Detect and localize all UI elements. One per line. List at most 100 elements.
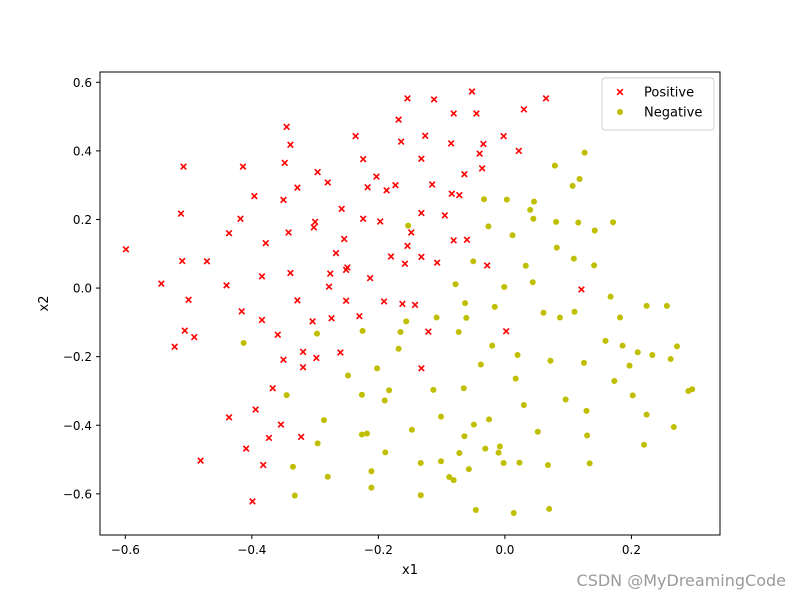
positive-point <box>280 196 287 204</box>
positive-point <box>239 163 247 171</box>
negative-point <box>575 219 582 226</box>
x-tick-label: −0.2 <box>364 543 393 557</box>
positive-point <box>418 364 425 372</box>
positive-point <box>418 253 425 261</box>
positive-point <box>185 296 192 304</box>
negative-point <box>629 392 636 399</box>
positive-point <box>344 264 351 271</box>
negative-point <box>452 281 459 288</box>
negative-point <box>626 362 633 369</box>
positive-point <box>158 280 165 287</box>
positive-point <box>500 132 507 140</box>
negative-point <box>527 206 534 213</box>
positive-point <box>447 139 455 147</box>
negative-point <box>438 413 444 420</box>
negative-point <box>556 314 563 321</box>
positive-point <box>387 253 395 260</box>
positive-point <box>313 354 320 362</box>
negative-point <box>240 339 247 346</box>
negative-point <box>430 386 437 393</box>
negative-point <box>450 477 457 484</box>
positive-point <box>468 88 476 95</box>
negative-point <box>496 443 503 450</box>
positive-point <box>180 163 187 171</box>
positive-point <box>428 181 436 188</box>
positive-point <box>287 269 294 277</box>
negative-point <box>417 492 424 499</box>
negative-point <box>610 219 617 226</box>
negative-point <box>472 506 479 513</box>
positive-point <box>324 179 332 186</box>
positive-point <box>223 281 230 289</box>
negative-point <box>520 402 527 409</box>
positive-point <box>473 110 480 117</box>
positive-point <box>280 356 287 364</box>
negative-point <box>607 293 614 300</box>
positive-point <box>515 147 523 155</box>
positive-point <box>299 363 307 371</box>
positive-point <box>328 314 335 322</box>
positive-point <box>424 328 432 335</box>
negative-point <box>673 343 680 350</box>
positive-point <box>340 235 348 243</box>
legend-box <box>601 77 715 131</box>
negative-point <box>569 182 576 189</box>
positive-point <box>265 434 273 442</box>
negative-point <box>534 428 541 435</box>
negative-point <box>460 385 467 392</box>
negative-point <box>540 309 547 316</box>
positive-point <box>177 210 185 218</box>
positive-point <box>285 229 292 236</box>
negative-point <box>462 300 469 307</box>
positive-point <box>407 229 415 236</box>
positive-point <box>411 301 419 309</box>
negative-point <box>470 421 477 428</box>
positive-point <box>326 270 334 278</box>
negative-point <box>345 372 351 379</box>
positive-point <box>376 218 384 225</box>
plot-frame <box>99 71 721 536</box>
positive-point <box>242 445 250 452</box>
positive-point <box>461 170 468 178</box>
positive-point <box>277 421 285 428</box>
positive-point <box>380 298 388 305</box>
negative-point <box>562 396 569 403</box>
negative-point <box>320 417 327 424</box>
positive-point <box>404 95 411 102</box>
positive-point <box>171 343 179 351</box>
positive-point <box>404 242 411 250</box>
negative-point <box>643 411 650 418</box>
positive-point <box>342 297 350 305</box>
y-tick-label: 0.0 <box>73 282 92 296</box>
negative-point <box>641 441 648 448</box>
positive-point <box>283 123 290 131</box>
negative-point <box>581 149 588 156</box>
negative-point <box>530 215 537 222</box>
negative-point <box>531 198 537 205</box>
positive-point <box>448 190 456 198</box>
positive-point <box>463 236 471 244</box>
negative-point <box>408 426 415 433</box>
positive-point <box>309 317 316 325</box>
positive-point <box>238 308 246 315</box>
positive-point <box>294 297 301 304</box>
negative-point <box>670 423 677 430</box>
positive-point <box>359 155 367 163</box>
positive-point <box>395 116 402 124</box>
negative-point <box>482 445 489 452</box>
negative-point <box>611 378 618 385</box>
positive-point <box>325 283 333 291</box>
positive-point <box>356 312 363 320</box>
negative-point <box>551 162 558 169</box>
positive-point <box>297 433 305 441</box>
legend-marker-positive <box>616 88 624 96</box>
negative-point <box>553 218 560 225</box>
x-tick-label: −0.4 <box>237 543 266 557</box>
negative-point <box>368 468 375 475</box>
legend: Positive Negative <box>601 77 715 131</box>
negative-point <box>461 433 468 440</box>
negative-point <box>503 196 510 203</box>
negative-point <box>374 365 381 372</box>
positive-point <box>364 183 371 191</box>
positive-point <box>520 106 528 113</box>
